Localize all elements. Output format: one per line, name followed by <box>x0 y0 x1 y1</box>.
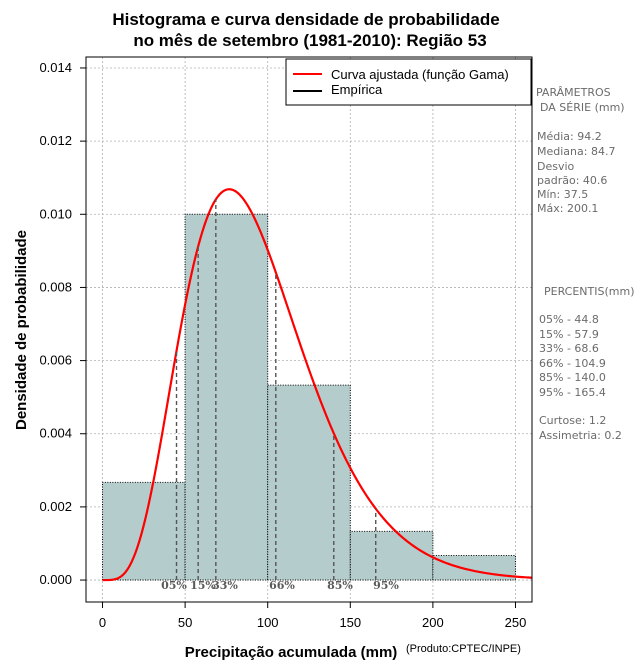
y-tick-label-4: 0.008 <box>39 279 72 294</box>
y-tick-label-6: 0.012 <box>39 133 72 148</box>
histogram-bar-outline-4 <box>432 555 516 581</box>
param-min: Mín: 37.5 <box>537 188 588 201</box>
y-tick-label-2: 0.004 <box>39 426 72 441</box>
x-tick-label-1: 50 <box>178 615 192 630</box>
legend-label-curve: Curva ajustada (função Gama) <box>331 67 509 82</box>
product-credit: (Produto:CPTEC/INPE) <box>406 643 521 655</box>
x-tick-label-0: 0 <box>99 615 106 630</box>
percentile-label-5: 95% <box>373 579 399 592</box>
histogram-bar-outline-1 <box>184 213 269 581</box>
x-axis: 0 50 100 150 200 250 <box>99 602 526 630</box>
y-tick-label-3: 0.006 <box>39 353 72 368</box>
x-tick-label-5: 250 <box>505 615 527 630</box>
histogram-bar-2 <box>267 385 351 581</box>
param-sd-line2: padrão: 40.6 <box>537 174 607 187</box>
x-tick-label-4: 200 <box>422 615 444 630</box>
histogram-bars <box>102 213 516 581</box>
plot-frame <box>85 56 533 603</box>
percentile-15: 15% - 57.9 <box>539 328 599 341</box>
param-sd-line1: Desvio <box>537 160 575 173</box>
y-axis-title: Densidade de probabilidade <box>13 230 30 430</box>
stat-kurtosis: Curtose: 1.2 <box>539 414 606 427</box>
x-tick-label-2: 100 <box>257 615 279 630</box>
percentile-label-0: 05% <box>161 579 187 592</box>
legend-box <box>285 58 532 106</box>
params-title-line1: PARÂMETROS <box>536 86 611 99</box>
params-title-line2: DA SÉRIE (mm) <box>540 101 625 114</box>
percentile-label-4: 85% <box>327 579 353 592</box>
gamma-curve-layer <box>102 188 533 582</box>
y-tick-label-0: 0.000 <box>39 572 72 587</box>
histogram-bar-1 <box>185 214 268 581</box>
y-axis: 0.000 0.002 0.004 0.006 0.008 0.010 0.012 0.014 <box>39 60 86 587</box>
percentile-85: 85% - 140.0 <box>539 371 606 384</box>
percentile-label-3: 66% <box>269 579 295 592</box>
legend: Curva ajustada (função Gama) Empírica <box>285 58 532 106</box>
series-parameters-panel: PARÂMETROS DA SÉRIE (mm) Média: 94.2 Med… <box>536 86 635 442</box>
percentile-66: 66% - 104.9 <box>539 357 606 370</box>
percentile-lines: 05% 15%33% 66% 85% 95% <box>161 199 399 592</box>
percentis-title: PERCENTIS(mm) <box>544 285 635 298</box>
y-tick-label-5: 0.010 <box>39 206 72 221</box>
histogram-bar-outline-2 <box>267 384 351 581</box>
param-mean: Média: 94.2 <box>537 130 602 143</box>
chart-title-line2: no mês de setembro (1981-2010): Região 5… <box>133 31 486 50</box>
histogram-bar-3 <box>350 531 433 581</box>
percentile-95: 95% - 165.4 <box>539 386 606 399</box>
percentile-05: 05% - 44.8 <box>539 313 599 326</box>
x-axis-title: Precipitação acumulada (mm) <box>185 644 398 660</box>
histogram-bar-0 <box>102 482 186 581</box>
percentile-33: 33% - 68.6 <box>539 342 599 355</box>
param-max: Máx: 200.1 <box>537 202 598 215</box>
stat-skewness: Assimetria: 0.2 <box>539 429 622 442</box>
gamma-fit-curve <box>102 188 533 582</box>
percentile-label-1: 15% <box>190 579 216 592</box>
y-tick-label-7: 0.014 <box>39 60 72 75</box>
chart-title-line1: Histograma e curva densidade de probabil… <box>112 10 499 29</box>
param-median: Mediana: 84.7 <box>537 145 615 158</box>
percentile-label-2: 33% <box>212 579 238 592</box>
legend-label-empirical: Empírica <box>331 82 383 97</box>
y-tick-label-1: 0.002 <box>39 499 72 514</box>
x-tick-label-3: 150 <box>339 615 361 630</box>
